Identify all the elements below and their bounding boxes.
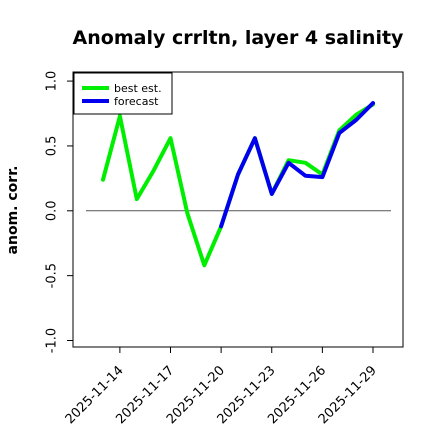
best-est-line <box>101 102 375 268</box>
y-tick-label: 0.5 <box>45 136 60 157</box>
legend-label: best est. <box>114 82 162 95</box>
series-layer <box>101 101 375 268</box>
x-axis: 2025-11-142025-11-172025-11-202025-11-23… <box>63 347 380 427</box>
y-axis-label: anom. corr. <box>5 166 21 255</box>
legend: best est.forecast <box>73 72 173 115</box>
y-tick-label: -0.5 <box>45 263 60 288</box>
legend-box <box>73 72 173 115</box>
y-tick-label: 1.0 <box>45 71 60 92</box>
legend-label: forecast <box>114 95 159 108</box>
chart-title: Anomaly crrltn, layer 4 salinity <box>73 27 404 49</box>
forecast-line <box>219 101 375 229</box>
y-tick-label: -1.0 <box>45 328 60 353</box>
plot-frame <box>72 71 404 348</box>
y-tick-label: 0.0 <box>45 200 60 221</box>
y-axis: -1.0 -0.5 0.0 0.5 1.0 <box>45 71 73 353</box>
